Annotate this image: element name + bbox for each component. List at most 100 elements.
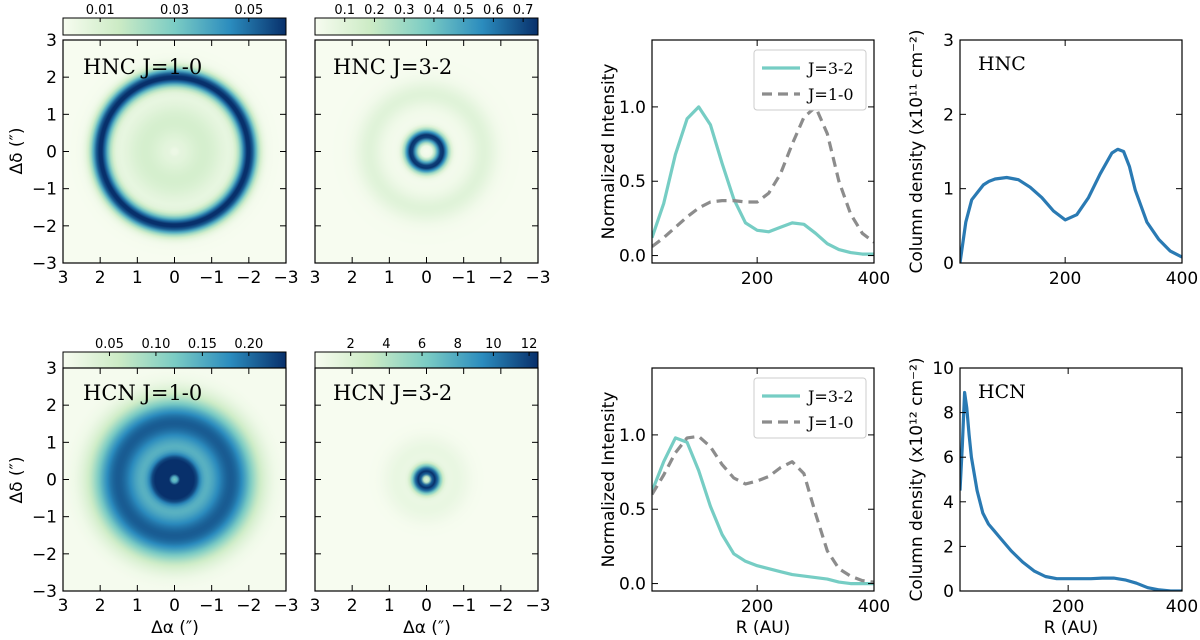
series-line-j-1-0 (652, 434, 874, 584)
map-xlabel-right: Δα (″) (403, 618, 451, 638)
ytick-label: 0 (943, 582, 954, 602)
map-ytick-label: 2 (46, 396, 57, 416)
colorbar-hcn-32 (314, 351, 539, 370)
map-ytick-label: −3 (32, 582, 57, 602)
series-line-hnc (960, 147, 1182, 263)
legend-label: J=3-2 (806, 59, 854, 78)
colorbar-tick-label: 6 (418, 337, 426, 352)
panel-label: HCN (978, 381, 1026, 403)
map-panel-hcn-32: 2 4 6 8 10 12 HCN J=3-2 (314, 337, 539, 592)
plot-frame (651, 367, 875, 592)
colorbar-hnc-32 (314, 17, 539, 36)
xtick-label: 200 (741, 269, 773, 289)
colorbar-ticks-hnc-32: 0.1 0.2 0.3 0.4 0.5 0.6 0.7 (334, 3, 533, 22)
colorbar-tick-label: 0.20 (234, 337, 263, 352)
xtick-label: 400 (858, 597, 890, 617)
colorbar-tick-label: 0.5 (453, 3, 474, 18)
colorbar-tick-label: 0.2 (364, 3, 385, 18)
map-xtick-label: −2 (488, 596, 513, 616)
map-xtick-label: −2 (236, 596, 261, 616)
ytick-label: 2 (943, 105, 954, 125)
map-xtick-label: 0 (169, 596, 180, 616)
ytick-label: 0.0 (619, 247, 646, 267)
map-xtick-label: 1 (384, 268, 395, 288)
map-xtick-label: 2 (95, 596, 106, 616)
colorbar-tick-label: 0.01 (86, 3, 115, 18)
series-line-j-3-2 (652, 436, 874, 586)
ytick-label: 3 (943, 31, 954, 51)
series-line-j-1-0 (652, 105, 874, 248)
panel-label: HNC (978, 53, 1026, 75)
y-axis-label: Normalized Intensity (599, 64, 619, 240)
map-xtick-label: −3 (273, 268, 298, 288)
xtick-label: 400 (1166, 269, 1198, 289)
colorbar-ticks-hcn-32: 2 4 6 8 10 12 (347, 337, 537, 356)
ytick-label: 8 (943, 404, 954, 424)
map-ytick-label: 2 (46, 68, 57, 88)
map-xtick-label: −3 (525, 268, 550, 288)
map-panel-hnc-10: 0.01 0.03 0.05 HNC J=1-0 (62, 3, 287, 264)
colorbar-tick-label: 0.15 (188, 337, 217, 352)
ytick-label: 6 (943, 448, 954, 468)
colorbar-hcn-10 (62, 351, 287, 370)
map-title-hnc-32: HNC J=3-2 (333, 55, 452, 79)
ytick-label: 1.0 (619, 98, 646, 118)
legend-label: J=1-0 (806, 413, 854, 432)
map-image-hcn-10 (63, 368, 286, 591)
xtick-label: 200 (1052, 597, 1084, 617)
ytick-label: 0 (943, 254, 954, 274)
map-image-hnc-10 (63, 40, 286, 263)
colorbar-ticks-hcn-10: 0.05 0.10 0.15 0.20 (95, 337, 263, 356)
ytick-label: 0.0 (619, 575, 646, 595)
map-xtick-label: 1 (384, 596, 395, 616)
map-panel-hnc-32: 0.1 0.2 0.3 0.4 0.5 0.6 0.7 HNC J=3-2 (314, 3, 539, 264)
map-xtick-label: 3 (310, 268, 321, 288)
colorbar-tick-label: 0.7 (513, 3, 534, 18)
map-xtick-label: 0 (421, 596, 432, 616)
map-xtick-label: −1 (451, 596, 476, 616)
map-ytick-label: −1 (32, 508, 57, 528)
map-title-hnc-10: HNC J=1-0 (83, 55, 202, 79)
map-xtick-label: 0 (421, 268, 432, 288)
map-xtick-label: −1 (451, 268, 476, 288)
xtick-label: 200 (1049, 269, 1081, 289)
map-xtick-label: 1 (132, 268, 143, 288)
colorbar-tick-label: 0.05 (95, 337, 124, 352)
map-xtick-label: −3 (273, 596, 298, 616)
map-xtick-label: 1 (132, 596, 143, 616)
y-axis-label: Column density (x10¹² cm⁻²) (907, 358, 927, 602)
map-xtick-label: −1 (199, 596, 224, 616)
map-ytick-label: −1 (32, 180, 57, 200)
plot-frame (651, 39, 875, 264)
colorbar-tick-label: 0.05 (234, 3, 263, 18)
ytick-label: 4 (943, 493, 954, 513)
map-xtick-label: 2 (347, 268, 358, 288)
map-ytick-label: −2 (32, 545, 57, 565)
colorbar-tick-label: 0.6 (483, 3, 504, 18)
x-axis-label: R (AU) (736, 618, 791, 638)
map-xtick-label: −1 (199, 268, 224, 288)
y-axis-label: Normalized Intensity (599, 392, 619, 568)
map-title-hcn-10: HCN J=1-0 (83, 381, 202, 405)
series-line-hcn (960, 390, 1182, 591)
map-xtick-label: 3 (310, 596, 321, 616)
ytick-label: 0.5 (619, 172, 646, 192)
x-axis-label: R (AU) (1044, 618, 1099, 638)
y-axis-label: Column density (x10¹¹ cm⁻²) (907, 30, 927, 274)
series-line-j-3-2 (652, 105, 874, 256)
map-xtick-label: −2 (236, 268, 261, 288)
xtick-label: 200 (741, 597, 773, 617)
colorbar-tick-label: 0.1 (334, 3, 355, 18)
colorbar-tick-label: 0.03 (160, 3, 189, 18)
colorbar-tick-label: 10 (485, 337, 502, 352)
map-xtick-label: 3 (58, 596, 69, 616)
map-ytick-label: −2 (32, 217, 57, 237)
map-ylabel-top: Δδ (″) (7, 127, 27, 174)
map-ytick-label: −3 (32, 254, 57, 274)
map-xtick-label: −3 (525, 596, 550, 616)
colorbar-tick-label: 0.3 (394, 3, 415, 18)
ytick-label: 2 (943, 537, 954, 557)
map-image-hnc-32 (315, 40, 538, 263)
